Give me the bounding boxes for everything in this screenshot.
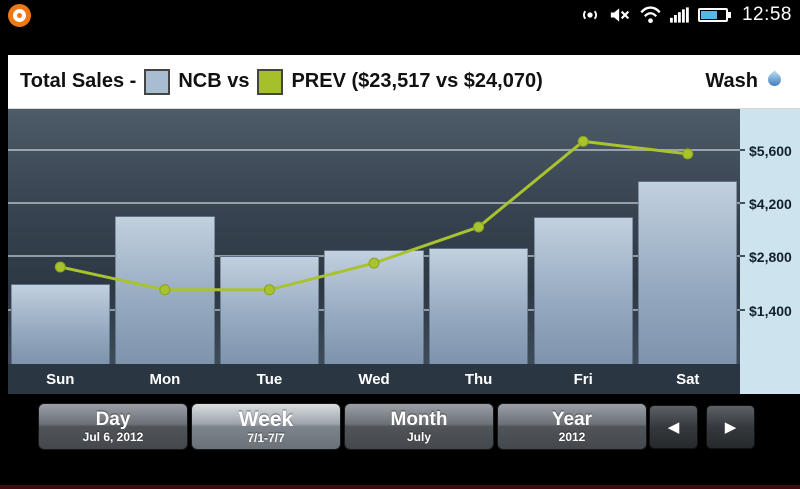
bar-slot [635, 181, 740, 364]
range-button-label: Month [390, 409, 448, 430]
battery-icon [697, 8, 731, 22]
prev-swatch [257, 68, 284, 95]
range-button-label: Day [95, 409, 131, 430]
chart-bar-sat [638, 181, 738, 364]
page-title: Total Sales - [20, 70, 137, 92]
status-icons [580, 5, 731, 25]
top-gap [0, 30, 800, 55]
bar-slot [113, 215, 218, 364]
range-buttons: Day Jul 6, 2012 Week 7/1-7/7 Month July Year 20… [38, 403, 647, 450]
bar-series [8, 109, 740, 364]
bottom-strip [0, 485, 800, 489]
range-button-sublabel: 2012 [558, 430, 586, 444]
chart-bar-fri [533, 217, 633, 364]
y-tick-mark [740, 255, 745, 258]
y-tick-label: $5,600 [749, 142, 792, 159]
chart-column: Sun Mon Tue Wed Thu Fri Sat [8, 109, 740, 394]
next-arrow-button[interactable]: ▶ [706, 405, 755, 449]
status-bar: 12:58 [0, 0, 800, 30]
bar-slot [426, 247, 531, 364]
chart-plot [8, 109, 740, 364]
battery-fill [700, 11, 718, 19]
signal-icon [669, 7, 689, 23]
chart-bar-tue [219, 255, 320, 364]
x-label-thu: Thu [464, 370, 493, 388]
ncb-legend-label: NCB vs [178, 70, 250, 92]
y-tick-mark [740, 308, 745, 311]
x-label-sun: Sun [46, 370, 75, 388]
water-drop-icon [765, 70, 784, 89]
range-button-week[interactable]: Week 7/1-7/7 [191, 403, 341, 450]
prev-arrow-button[interactable]: ◀ [649, 405, 698, 449]
chart-bar-mon [115, 215, 215, 364]
chart-bar-thu [428, 247, 529, 364]
range-button-sublabel: 7/1-7/7 [247, 431, 285, 445]
bar-slot [531, 217, 636, 364]
range-button-sublabel: Jul 6, 2012 [82, 430, 144, 444]
range-button-month[interactable]: Month July [344, 403, 494, 450]
y-tick-label: $1,400 [749, 302, 792, 319]
chart-bar-wed [324, 249, 424, 364]
app-logo-icon [8, 3, 31, 27]
chart-bar-sun [10, 284, 110, 364]
wash-label: Wash [705, 70, 758, 92]
x-label-mon: Mon [149, 370, 181, 388]
header-right: Wash [705, 70, 784, 93]
prev-legend-label: PREV ($23,517 vs $24,070) [291, 70, 543, 92]
bar-slot [8, 284, 113, 364]
chart-area: Sun Mon Tue Wed Thu Fri Sat $1,400 $2,800 $4,200… [8, 109, 800, 394]
range-button-label: Week [238, 408, 294, 431]
ncb-swatch [144, 68, 171, 95]
volume-icon [580, 5, 600, 25]
x-label-sat: Sat [676, 370, 700, 388]
x-label-tue: Tue [256, 370, 283, 388]
x-axis: Sun Mon Tue Wed Thu Fri Sat [8, 364, 740, 394]
wifi-icon [640, 6, 661, 24]
x-label-fri: Fri [573, 370, 593, 388]
range-button-day[interactable]: Day Jul 6, 2012 [38, 403, 188, 450]
y-tick-label: $4,200 [749, 196, 792, 213]
chart-header: Total Sales - NCB vs PREV ($23,517 vs $2… [8, 55, 800, 109]
bar-slot [217, 255, 322, 364]
y-tick-mark [740, 202, 745, 205]
status-clock: 12:58 [741, 4, 792, 25]
range-button-year[interactable]: Year 2012 [497, 403, 647, 450]
range-button-label: Year [551, 409, 593, 430]
y-tick-label: $2,800 [749, 249, 792, 266]
mute-icon [609, 5, 631, 25]
y-tick-mark [740, 148, 745, 151]
x-label-wed: Wed [358, 370, 390, 388]
controls-bar: Day Jul 6, 2012 Week 7/1-7/7 Month July Year 20… [0, 394, 800, 485]
bar-slot [322, 249, 427, 364]
y-axis: $1,400 $2,800 $4,200 $5,600 [740, 109, 800, 394]
range-button-sublabel: July [406, 430, 431, 444]
